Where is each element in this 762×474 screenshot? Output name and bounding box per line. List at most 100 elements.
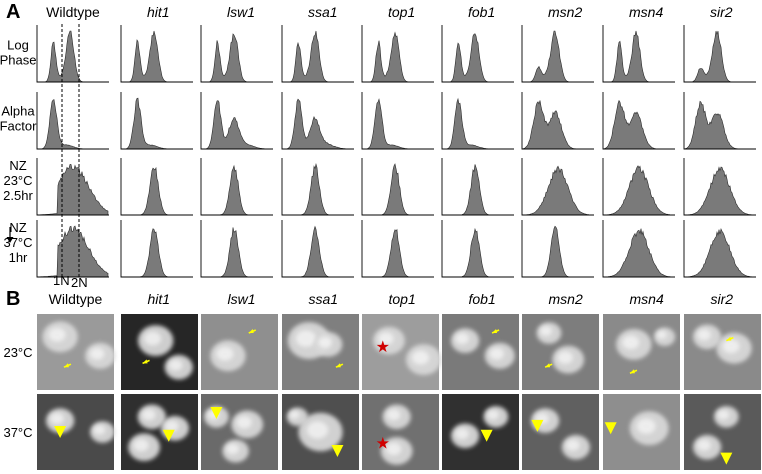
histogram-msn4-row3 [602, 158, 675, 216]
histogram-axes [281, 92, 354, 150]
row-label-line: 23°C [3, 173, 32, 188]
row-arrow-icon [6, 237, 14, 243]
histogram-axes [281, 25, 354, 83]
column-header-b-msn4: msn4 [630, 291, 664, 307]
nucleus-highlight [48, 327, 66, 342]
nucleus-highlight [226, 443, 240, 455]
histogram-fill [522, 100, 593, 150]
histogram-wildtype-row2 [36, 92, 109, 150]
histogram-fill [443, 164, 513, 216]
histogram-axes [602, 25, 675, 83]
histogram-fill [38, 99, 108, 150]
column-header-lsw1: lsw1 [227, 4, 255, 20]
panel-a-histogram-grid [36, 25, 756, 278]
histogram-lsw1-row2 [200, 92, 273, 150]
column-header-b-hit1: hit1 [148, 291, 171, 307]
row-label-line: Factor [0, 119, 37, 134]
histogram-fill [604, 30, 674, 83]
nucleus-highlight [142, 409, 156, 421]
row-label-line: 1hr [9, 250, 28, 265]
histogram-fill [363, 31, 433, 83]
arrowhead-marker-icon [720, 452, 733, 465]
column-header-b-lsw1: lsw1 [228, 291, 256, 307]
nucleus-highlight [717, 409, 730, 420]
nucleus-highlight [486, 409, 499, 420]
histogram-fill [684, 227, 756, 278]
micrograph-lsw1-23-c [201, 314, 278, 390]
histogram-axes [521, 158, 594, 216]
histogram-axes [200, 220, 273, 278]
histogram-fill [603, 228, 675, 278]
histogram-fill [202, 227, 272, 278]
histogram-fill [38, 30, 108, 83]
nucleus-highlight [295, 330, 317, 347]
column-header-b-wildtype: Wildtype [49, 291, 103, 307]
micrograph-fob1-23-c [442, 314, 519, 390]
histogram-axes [441, 92, 514, 150]
histogram-fill [523, 225, 593, 278]
star-marker-icon: ★ [376, 337, 390, 356]
histogram-fill [443, 97, 513, 150]
histogram-axes [361, 158, 434, 216]
nucleus-highlight [489, 347, 504, 360]
histogram-ssa1-row3 [281, 158, 354, 216]
histogram-axes [200, 158, 273, 216]
histogram-axes [36, 158, 109, 216]
row-label-line: NZ [9, 158, 26, 173]
micrograph-lsw1-37-c [201, 394, 278, 470]
histogram-axes [683, 92, 756, 150]
row-label-line: Phase [0, 53, 36, 68]
histogram-axes [441, 25, 514, 83]
histogram-wildtype-row3 [36, 158, 109, 216]
column-header-ssa1: ssa1 [308, 4, 338, 20]
star-marker-icon: ★ [376, 434, 390, 453]
arrow-marker-head-icon [142, 359, 148, 364]
nucleus-highlight [455, 428, 469, 440]
arrowhead-marker-icon [210, 407, 223, 419]
histogram-fill [283, 225, 353, 278]
histogram-msn4-row4 [602, 220, 675, 278]
nucleus-highlight [89, 347, 105, 360]
histogram-axes [521, 220, 594, 278]
micrograph-background [684, 394, 761, 470]
nucleus-highlight [93, 425, 106, 435]
panel-b-column-headers: Wildtype hit1 lsw1 ssa1 top1 fob1 msn2 msn4 sir2 [49, 291, 734, 307]
histogram-axes [200, 25, 273, 83]
histogram-sir2-row3 [683, 158, 756, 216]
arrow-marker-head-icon [335, 363, 341, 368]
histogram-fob1-row1 [441, 25, 514, 83]
histogram-hit1-row4 [120, 220, 193, 278]
histogram-fill [122, 166, 192, 216]
histogram-axes [281, 220, 354, 278]
panel-b: B Wildtype hit1 lsw1 ssa1 top1 fob1 msn2 msn4 si… [3, 288, 761, 470]
histogram-top1-row3 [361, 158, 434, 216]
histogram-fill [443, 33, 513, 83]
nucleus-highlight [455, 333, 469, 345]
nucleus-highlight [144, 331, 162, 346]
column-header-msn2: msn2 [548, 4, 582, 20]
histogram-axes [120, 158, 193, 216]
histogram-fill [684, 100, 755, 150]
histogram-axes [602, 92, 675, 150]
row-label-line: Log [7, 38, 29, 53]
column-header-b-top1: top1 [389, 291, 416, 307]
histogram-sir2-row2 [683, 92, 756, 150]
arrowhead-marker-icon [162, 429, 175, 442]
micrograph-sir2-23-c [684, 314, 761, 390]
nucleus-highlight [378, 332, 394, 345]
histogram-wildtype-row4 [36, 220, 109, 278]
nucleus-highlight [386, 442, 402, 456]
nucleus-highlight [722, 339, 740, 354]
histogram-axes [441, 220, 514, 278]
arrowhead-marker-icon [604, 422, 617, 435]
histogram-fill [283, 98, 353, 150]
histogram-lsw1-row4 [200, 220, 273, 278]
histogram-axes [361, 25, 434, 83]
histogram-fill [37, 164, 109, 216]
histogram-axes [521, 25, 594, 83]
micrograph-ssa1-23-c [282, 314, 359, 390]
histogram-fill [685, 30, 755, 83]
nucleus-highlight [168, 359, 183, 371]
arrow-marker-head-icon [248, 329, 254, 333]
arrowhead-marker-icon [54, 426, 67, 438]
